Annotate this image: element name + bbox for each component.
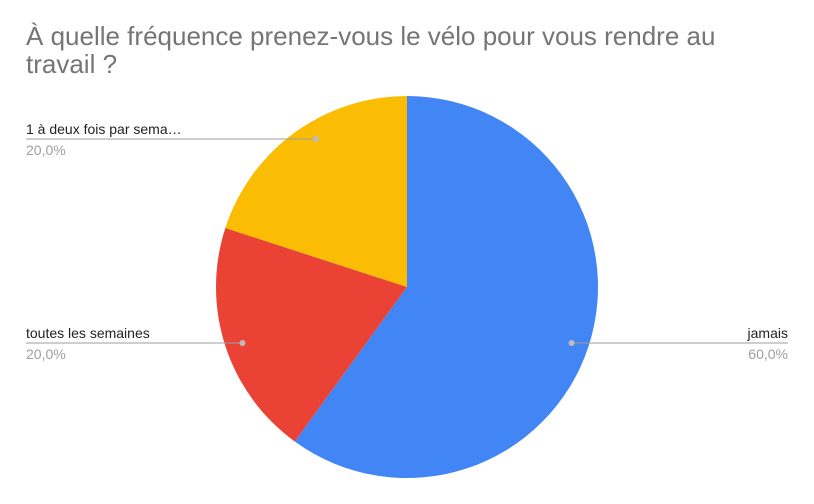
pie-slice-2: [216, 227, 407, 442]
leader-dot-1: [568, 340, 575, 346]
leader-dot-3: [312, 136, 319, 142]
slice-percent-1: 60,0%: [748, 346, 788, 362]
slice-percent-2: 20,0%: [26, 346, 66, 362]
leader-dot-2: [239, 340, 246, 346]
slice-label-3: 1 à deux fois par sema…: [26, 121, 182, 137]
pie-slice-3: [225, 96, 407, 287]
slice-label-1: jamais: [747, 325, 788, 341]
chart-title: À quelle fréquence prenez-vous le vélo p…: [26, 21, 716, 79]
slice-percent-3: 20,0%: [26, 142, 66, 158]
slice-label-2: toutes les semaines: [26, 325, 150, 341]
pie-slice-1: [294, 96, 598, 478]
